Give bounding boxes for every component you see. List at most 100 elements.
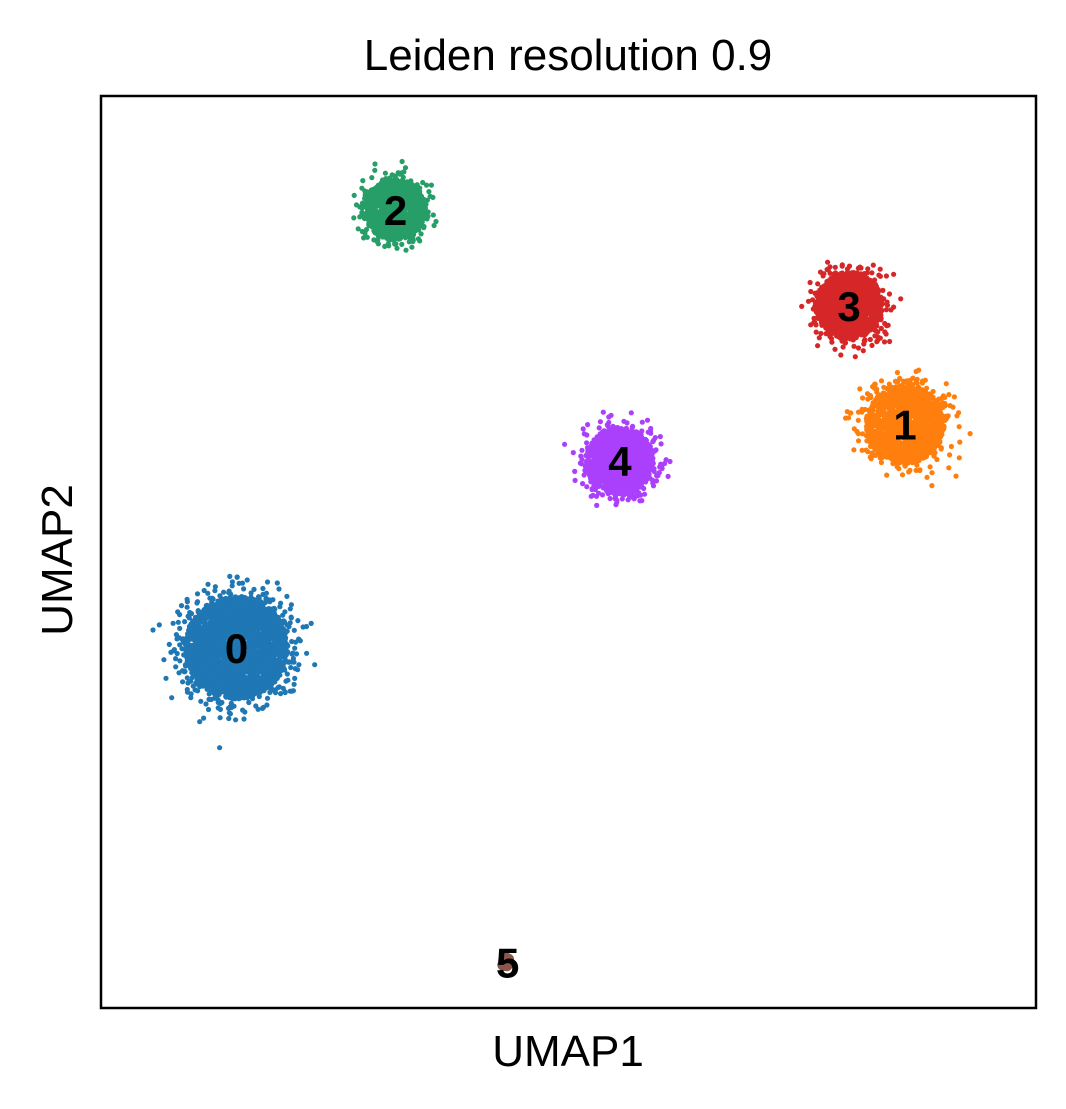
scatter-point: [874, 418, 880, 424]
scatter-point: [221, 600, 227, 606]
scatter-point: [192, 668, 198, 674]
scatter-point: [156, 622, 162, 628]
scatter-point: [372, 167, 378, 173]
scatter-point: [874, 397, 880, 403]
scatter-point: [940, 423, 947, 429]
scatter-point: [265, 607, 271, 613]
scatter-point: [271, 652, 277, 658]
scatter-point: [194, 600, 200, 606]
scatter-point: [869, 450, 875, 456]
scatter-point: [282, 637, 288, 643]
scatter-point: [276, 664, 282, 670]
scatter-point: [929, 483, 935, 489]
scatter-point: [226, 715, 232, 722]
scatter-point: [229, 579, 235, 585]
scatter-point: [252, 617, 258, 623]
scatter-point: [289, 638, 295, 645]
scatter-point: [255, 689, 262, 695]
scatter-point: [924, 423, 931, 429]
scatter-point: [163, 675, 169, 681]
scatter-point: [202, 627, 208, 634]
scatter-point: [284, 622, 290, 628]
scatter-point: [291, 627, 297, 633]
scatter-point: [201, 715, 207, 721]
scatter-point: [184, 596, 190, 603]
scatter-point: [382, 170, 388, 176]
scatter-point: [851, 447, 857, 453]
scatter-point: [292, 675, 298, 682]
scatter-point: [280, 659, 286, 665]
scatter-point: [213, 690, 219, 696]
scatter-point: [212, 584, 218, 590]
scatter-point: [227, 693, 233, 699]
scatter-point: [233, 717, 239, 723]
scatter-point: [177, 625, 183, 632]
scatter-point: [936, 415, 942, 421]
scatter-point: [275, 685, 281, 691]
scatter-point: [282, 609, 288, 615]
scatter-point: [178, 603, 185, 609]
scatter-point: [867, 443, 874, 449]
scatter-point: [177, 642, 183, 648]
scatter-point: [260, 606, 266, 612]
scatter-point: [206, 675, 212, 681]
scatter-point: [277, 604, 283, 610]
scatter-point: [264, 628, 270, 634]
scatter-point: [264, 579, 271, 585]
scatter-point: [915, 384, 921, 390]
scatter-point: [919, 418, 925, 424]
scatter-point: [150, 627, 156, 633]
scatter-point: [183, 663, 189, 669]
scatter-point: [209, 607, 216, 613]
scatter-point: [940, 404, 946, 410]
scatter-point: [192, 660, 198, 666]
scatter-point: [291, 681, 297, 687]
scatter-point: [173, 664, 179, 670]
scatter-point: [260, 585, 266, 592]
scatter-point: [295, 618, 301, 624]
scatter-point: [886, 400, 892, 406]
scatter-point: [256, 675, 262, 681]
scatter-point: [887, 426, 893, 432]
scatter-point: [185, 631, 191, 637]
scatter-point: [226, 710, 232, 716]
scatter-point: [257, 667, 263, 673]
scatter-point: [217, 745, 223, 751]
scatter-point: [179, 668, 186, 674]
scatter-point: [241, 716, 247, 722]
scatter-point: [924, 474, 930, 480]
scatter-point: [288, 602, 294, 608]
scatter-point: [217, 662, 223, 668]
scatter-point: [280, 685, 286, 692]
scatter-point: [194, 620, 200, 626]
scatter-point: [231, 617, 237, 623]
scatter-point: [248, 642, 254, 648]
scatter-point: [885, 434, 891, 440]
scatter-point: [248, 590, 254, 596]
scatter-point: [910, 375, 916, 381]
scatter-point: [196, 638, 202, 644]
scatter-point: [201, 677, 207, 683]
scatter-point: [899, 472, 906, 478]
scatter-point: [171, 647, 177, 653]
scatter-point: [221, 589, 227, 595]
scatter-point: [217, 715, 223, 721]
scatter-point: [957, 439, 963, 445]
scatter-point: [260, 651, 266, 657]
scatter-point: [871, 432, 878, 438]
scatter-point: [246, 699, 252, 706]
scatter-point: [198, 698, 204, 704]
scatter-point: [288, 664, 294, 671]
scatter-point: [238, 695, 244, 701]
scatter-point: [953, 473, 959, 479]
scatter-point: [897, 375, 903, 381]
scatter-point: [225, 676, 231, 682]
scatter-point: [197, 609, 203, 616]
scatter-point: [197, 719, 203, 725]
scatter-point: [249, 667, 255, 673]
scatter-point: [296, 662, 302, 668]
scatter-point: [848, 410, 854, 416]
scatter-point: [228, 609, 234, 615]
scatter-point: [212, 633, 218, 640]
scatter-point: [927, 464, 933, 470]
